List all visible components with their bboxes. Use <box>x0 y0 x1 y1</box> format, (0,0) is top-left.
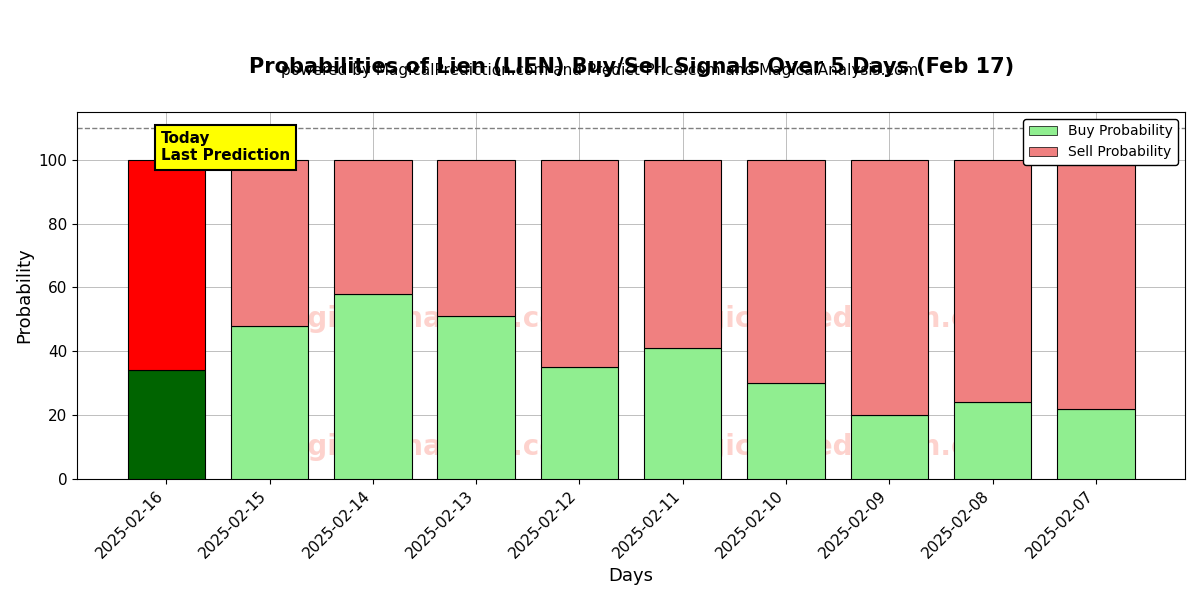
Bar <box>851 160 928 415</box>
Bar <box>230 160 308 326</box>
Text: powered by MagicalPrediction.com and Predict-Price.com and MagicalAnalysis.com: powered by MagicalPrediction.com and Pre… <box>281 63 919 78</box>
Text: MagicalPrediction.com: MagicalPrediction.com <box>660 433 1016 461</box>
Text: Today
Last Prediction: Today Last Prediction <box>161 131 290 163</box>
Bar <box>437 316 515 479</box>
Bar <box>851 415 928 479</box>
Bar <box>127 370 205 479</box>
Legend: Buy Probability, Sell Probability: Buy Probability, Sell Probability <box>1024 119 1178 165</box>
Text: MagicalPrediction.com: MagicalPrediction.com <box>660 305 1016 333</box>
Text: MagicalAnalysis.com: MagicalAnalysis.com <box>262 305 588 333</box>
Y-axis label: Probability: Probability <box>14 247 32 343</box>
Bar <box>334 294 412 479</box>
Bar <box>748 383 824 479</box>
Bar <box>334 160 412 294</box>
Bar <box>541 160 618 367</box>
Title: Probabilities of Lien (LIEN) Buy/Sell Signals Over 5 Days (Feb 17): Probabilities of Lien (LIEN) Buy/Sell Si… <box>248 57 1014 77</box>
Bar <box>954 160 1031 402</box>
Bar <box>954 402 1031 479</box>
Bar <box>230 326 308 479</box>
Bar <box>748 160 824 383</box>
Bar <box>127 160 205 370</box>
Bar <box>644 160 721 348</box>
Bar <box>644 348 721 479</box>
Bar <box>541 367 618 479</box>
Bar <box>437 160 515 316</box>
X-axis label: Days: Days <box>608 567 654 585</box>
Bar <box>1057 160 1135 409</box>
Bar <box>1057 409 1135 479</box>
Text: MagicalAnalysis.com: MagicalAnalysis.com <box>262 433 588 461</box>
